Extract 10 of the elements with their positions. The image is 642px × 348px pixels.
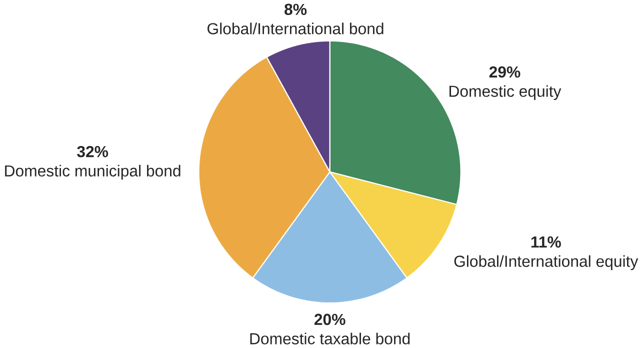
slice-label: Domestic equity <box>450 85 562 100</box>
data-label: 29% <box>489 66 520 78</box>
data-label: 11% <box>531 236 561 248</box>
slice-label: Domestic municipal bond <box>5 164 180 180</box>
data-label: 20% <box>314 314 346 325</box>
data-label: 8% <box>284 4 307 15</box>
slice-label: Domestic taxable bond <box>250 332 410 344</box>
slice-label: Global/International equity <box>454 255 638 270</box>
data-label: 32% <box>77 146 108 158</box>
slice-label: Global/International bond <box>208 22 384 34</box>
